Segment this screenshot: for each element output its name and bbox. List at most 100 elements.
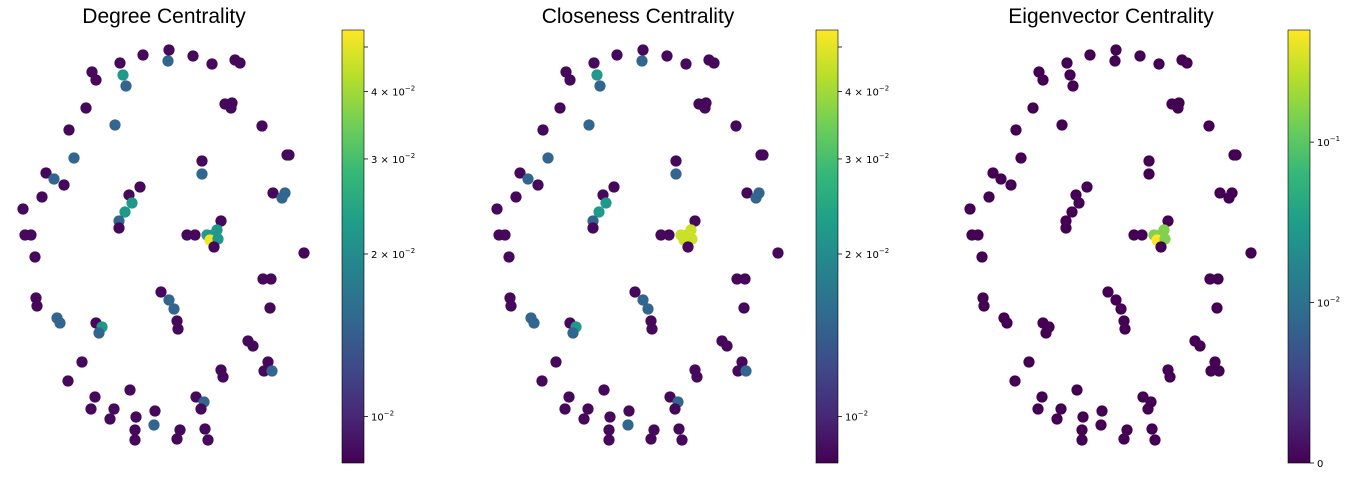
- node-point: [563, 391, 575, 403]
- node-point: [93, 327, 105, 339]
- node-point: [691, 371, 703, 383]
- colorbar-tick-label: 2 × 10−2: [371, 247, 415, 261]
- colorbar-tick-label: 2 × 10−2: [845, 247, 889, 261]
- node-point: [199, 423, 211, 435]
- colorbar: [1287, 29, 1311, 464]
- node-point: [113, 222, 125, 234]
- node-point: [636, 55, 648, 67]
- node-point: [196, 168, 208, 180]
- node-point: [25, 229, 37, 241]
- colorbar-tick-label: 3 × 10−2: [371, 152, 415, 166]
- node-point: [622, 419, 634, 431]
- node-point: [1176, 54, 1188, 66]
- node-point: [276, 192, 288, 204]
- node-point: [608, 181, 620, 193]
- node-point: [1040, 327, 1052, 339]
- node-point: [661, 50, 673, 62]
- node-point: [637, 294, 649, 306]
- node-point: [537, 124, 549, 136]
- node-point: [1067, 80, 1079, 92]
- node-point: [503, 251, 515, 263]
- node-point: [564, 74, 576, 86]
- colorbar-tick-label: 3 × 10−2: [845, 152, 889, 166]
- node-point: [646, 323, 658, 335]
- node-point: [1146, 423, 1158, 435]
- node-point: [1142, 403, 1154, 415]
- node-point: [522, 173, 534, 185]
- node-point: [594, 80, 606, 92]
- node-point: [1010, 124, 1022, 136]
- colorbar-tick-label: 0: [1317, 459, 1323, 470]
- node-point: [1073, 197, 1085, 209]
- node-point: [1204, 273, 1216, 285]
- node-point: [1162, 215, 1174, 227]
- node-point: [567, 327, 579, 339]
- node-point: [298, 247, 310, 259]
- colorbar-tick-label: 4 × 10−2: [845, 85, 889, 99]
- node-point: [174, 424, 186, 436]
- node-point: [181, 229, 193, 241]
- colorbar-tick-label: 10−2: [371, 409, 394, 423]
- node-point: [689, 215, 701, 227]
- node-point: [1136, 229, 1148, 241]
- node-point: [741, 187, 753, 199]
- node-point: [90, 74, 102, 86]
- node-point: [582, 403, 594, 415]
- node-point: [202, 434, 214, 446]
- node-point: [703, 54, 715, 66]
- colorbar: [341, 29, 365, 464]
- node-point: [603, 434, 615, 446]
- node-point: [750, 192, 762, 204]
- node-point: [676, 434, 688, 446]
- node-point: [119, 206, 131, 218]
- node-point: [89, 391, 101, 403]
- node-point: [1060, 222, 1072, 234]
- node-point: [721, 340, 733, 352]
- node-point: [1037, 74, 1049, 86]
- node-point: [1055, 403, 1067, 415]
- node-point: [637, 44, 649, 56]
- panel-title: Degree Centrality: [82, 5, 246, 28]
- node-point: [972, 229, 984, 241]
- node-point: [1064, 69, 1076, 81]
- node-point: [603, 424, 615, 436]
- node-point: [1115, 303, 1127, 315]
- node-point: [1036, 391, 1048, 403]
- node-point: [755, 149, 767, 161]
- node-point: [262, 356, 274, 368]
- node-point: [1211, 302, 1223, 314]
- node-point: [117, 69, 129, 81]
- node-point: [281, 149, 293, 161]
- node-point: [1212, 273, 1224, 285]
- node-point: [663, 229, 675, 241]
- node-point: [1110, 44, 1122, 56]
- node-point: [1110, 294, 1122, 306]
- node-point: [642, 303, 654, 315]
- node-point: [148, 419, 160, 431]
- node-point: [265, 273, 277, 285]
- node-point: [225, 102, 237, 114]
- node-point: [76, 356, 88, 368]
- node-point: [664, 391, 676, 403]
- node-point: [995, 173, 1007, 185]
- node-point: [264, 302, 276, 314]
- node-point: [1102, 286, 1114, 298]
- node-point: [68, 152, 80, 164]
- closeness-centrality-panel: Closeness Centrality 10−2 2 × 10−2 3 × 10−…: [491, 5, 889, 464]
- node-point: [588, 57, 600, 69]
- node-point: [1071, 384, 1083, 396]
- node-point: [983, 191, 995, 203]
- node-point: [1084, 49, 1096, 61]
- node-point: [1164, 371, 1176, 383]
- node-point: [1015, 152, 1027, 164]
- node-point: [1128, 229, 1140, 241]
- node-point: [699, 102, 711, 114]
- node-point: [48, 173, 60, 185]
- node-point: [1109, 55, 1121, 67]
- node-point: [1149, 434, 1161, 446]
- node-point: [130, 411, 142, 423]
- node-point: [604, 411, 616, 423]
- node-point: [120, 80, 132, 92]
- node-point: [1223, 192, 1235, 204]
- node-point: [172, 323, 184, 335]
